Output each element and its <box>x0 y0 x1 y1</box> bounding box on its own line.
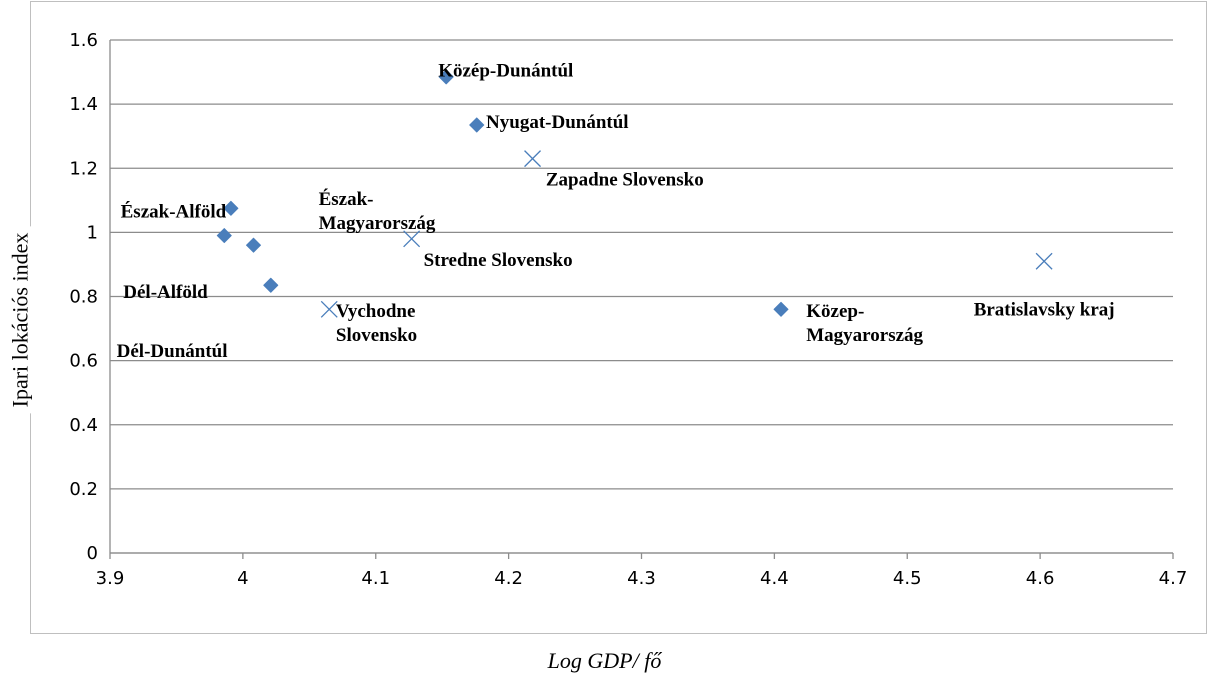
point-diamond <box>216 228 232 244</box>
x-tick-label: 4.7 <box>1159 568 1188 589</box>
x-tick-label: 4.2 <box>494 568 523 589</box>
x-tick-label: 4.5 <box>893 568 922 589</box>
y-tick-label: 0.2 <box>69 479 98 500</box>
data-label: Zapadne Slovensko <box>546 170 704 191</box>
data-label: Észak-Alföld <box>121 201 227 223</box>
x-tick-label: 4 <box>237 568 248 589</box>
point-diamond <box>773 301 789 317</box>
point-x-marker <box>524 150 542 168</box>
x-tick-label: 4.1 <box>361 568 390 589</box>
y-tick-label: 1 <box>87 222 98 243</box>
point-diamond <box>438 69 454 85</box>
y-tick-label: 0.6 <box>69 351 98 372</box>
point-x-marker <box>320 300 338 318</box>
data-label: Közep- <box>806 301 864 322</box>
data-label: Magyarország <box>806 325 923 346</box>
point-x-marker <box>403 230 421 248</box>
data-label: Vychodne <box>336 301 416 322</box>
x-tick-label: 4.3 <box>627 568 656 589</box>
y-tick-label: 0.8 <box>69 287 98 308</box>
x-tick-label: 4.4 <box>760 568 789 589</box>
y-tick-label: 1.4 <box>69 94 98 115</box>
data-label: Magyarország <box>319 213 436 234</box>
data-label: Dél-Dunántúl <box>117 341 228 362</box>
x-axis-title: Log GDP/ fő <box>547 648 662 673</box>
x-tick-label: 4.6 <box>1026 568 1055 589</box>
y-tick-label: 1.2 <box>69 158 98 179</box>
point-diamond <box>263 277 279 293</box>
y-tick-label: 0.4 <box>69 415 98 436</box>
data-label: Észak- <box>319 188 374 210</box>
point-x-marker <box>1035 252 1053 270</box>
point-diamond <box>246 237 262 253</box>
y-tick-label: 1.6 <box>69 30 98 51</box>
point-diamond <box>223 200 239 216</box>
data-label: Slovensko <box>336 325 417 346</box>
data-label: Stredne Slovensko <box>424 250 573 271</box>
data-label: Bratislavsky kraj <box>974 300 1115 321</box>
data-label: Dél-Alföld <box>123 282 208 303</box>
data-label: Nyugat-Dunántúl <box>486 112 629 133</box>
y-tick-label: 0 <box>87 543 98 564</box>
data-label: Közép-Dunántúl <box>438 61 573 82</box>
point-diamond <box>469 117 485 133</box>
x-tick-label: 3.9 <box>96 568 125 589</box>
